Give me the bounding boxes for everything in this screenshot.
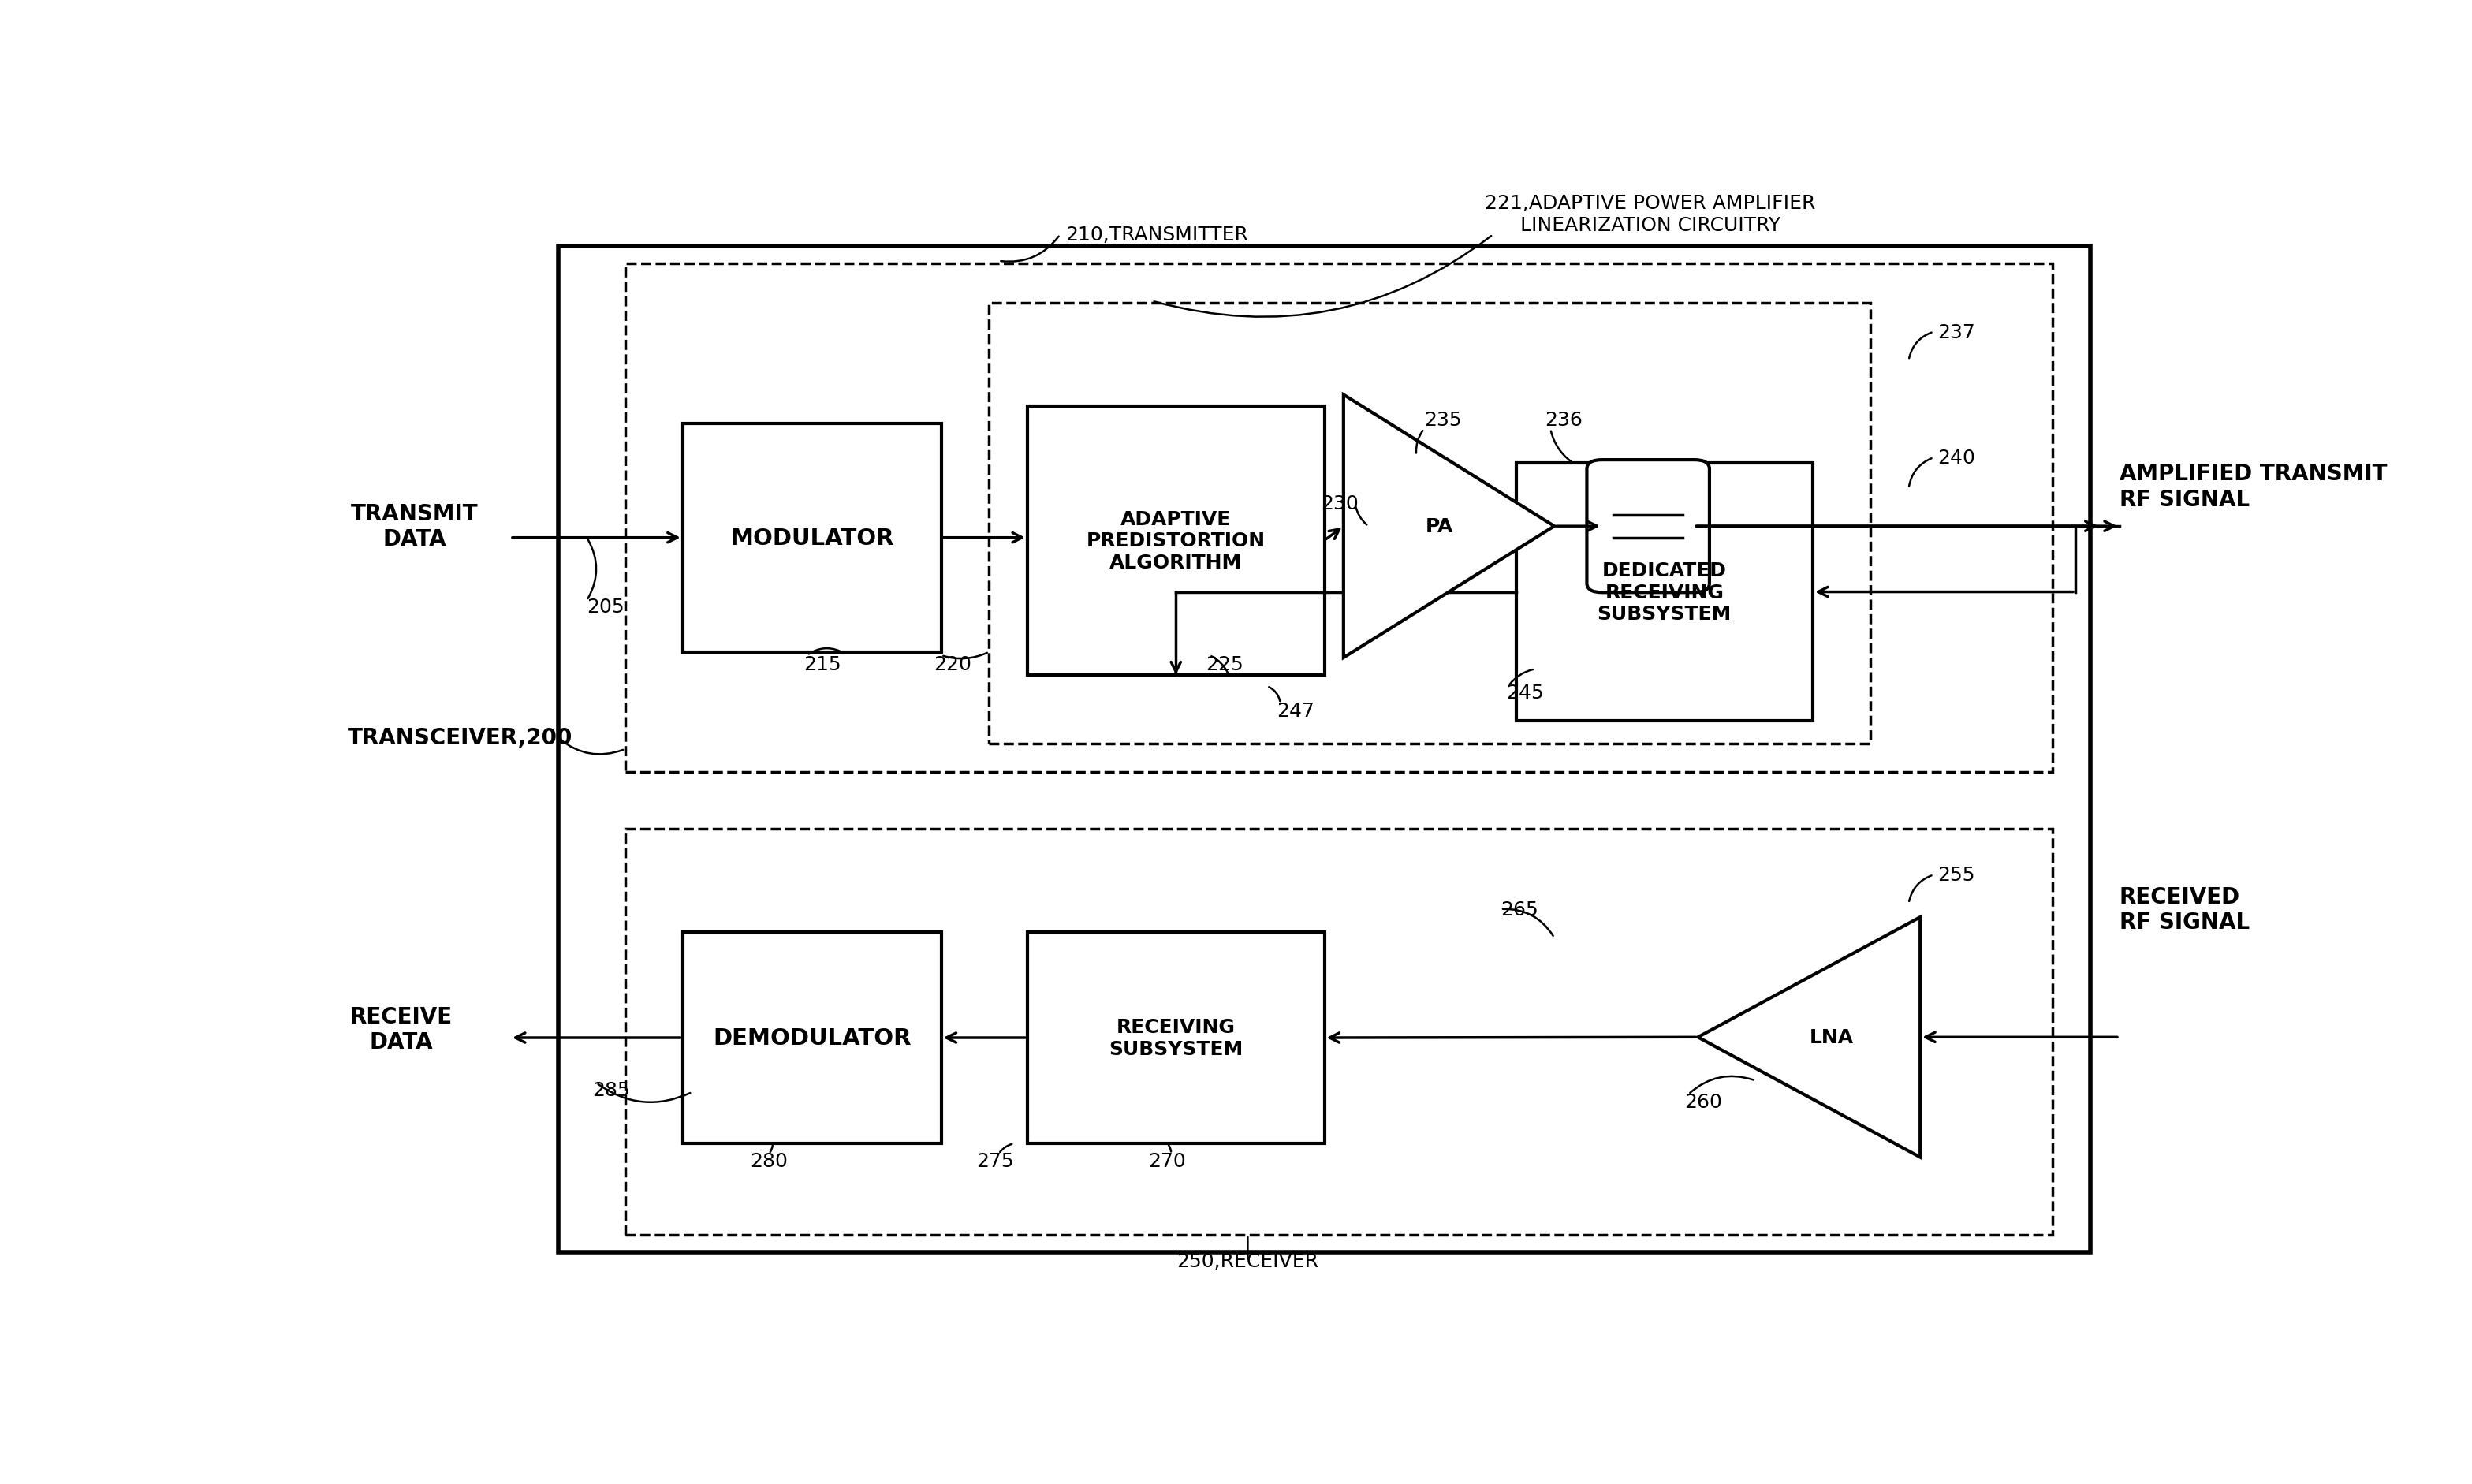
Text: RECEIVED
RF SIGNAL: RECEIVED RF SIGNAL [2119, 886, 2250, 933]
Text: 210,TRANSMITTER: 210,TRANSMITTER [1065, 226, 1248, 245]
Text: 230: 230 [1320, 494, 1360, 513]
Text: 205: 205 [586, 598, 625, 616]
Text: 265: 265 [1501, 899, 1538, 919]
Text: 275: 275 [976, 1152, 1014, 1171]
Bar [1515, 463, 1812, 721]
Bar [682, 424, 942, 653]
Text: 255: 255 [1938, 865, 1975, 884]
Text: 270: 270 [1149, 1152, 1187, 1171]
Bar [682, 932, 942, 1144]
Text: 245: 245 [1505, 683, 1545, 702]
Text: 220: 220 [934, 654, 971, 674]
Bar [1028, 407, 1325, 675]
Text: TRANSCEIVER,200: TRANSCEIVER,200 [346, 727, 574, 749]
Text: MODULATOR: MODULATOR [729, 527, 895, 549]
Text: DEDICATED
RECEIVING
SUBSYSTEM: DEDICATED RECEIVING SUBSYSTEM [1597, 561, 1730, 623]
Polygon shape [1698, 917, 1921, 1158]
Text: DEMODULATOR: DEMODULATOR [712, 1027, 912, 1049]
Text: AMPLIFIED TRANSMIT
RF SIGNAL: AMPLIFIED TRANSMIT RF SIGNAL [2119, 463, 2388, 510]
FancyBboxPatch shape [1587, 460, 1711, 594]
Bar [625, 264, 2052, 772]
Text: 236: 236 [1545, 411, 1582, 429]
Text: 285: 285 [593, 1080, 630, 1100]
Polygon shape [1342, 395, 1555, 657]
Text: PA: PA [1426, 516, 1454, 536]
Text: TRANSMIT
DATA: TRANSMIT DATA [351, 503, 477, 551]
Text: RECEIVING
SUBSYSTEM: RECEIVING SUBSYSTEM [1110, 1018, 1243, 1058]
Bar [625, 830, 2052, 1235]
Text: 235: 235 [1424, 411, 1461, 429]
Text: ADAPTIVE
PREDISTORTION
ALGORITHM: ADAPTIVE PREDISTORTION ALGORITHM [1085, 509, 1266, 573]
Text: 250,RECEIVER: 250,RECEIVER [1177, 1252, 1318, 1270]
Text: 215: 215 [803, 654, 840, 674]
Text: 280: 280 [749, 1152, 789, 1171]
Text: 247: 247 [1276, 702, 1315, 720]
Bar [559, 246, 2091, 1252]
Text: 225: 225 [1206, 654, 1243, 674]
Bar [989, 304, 1871, 743]
Bar [1028, 932, 1325, 1144]
Text: LNA: LNA [1810, 1028, 1854, 1046]
Text: 237: 237 [1938, 324, 1975, 341]
Text: 221,ADAPTIVE POWER AMPLIFIER
LINEARIZATION CIRCUITRY: 221,ADAPTIVE POWER AMPLIFIER LINEARIZATI… [1486, 194, 1814, 234]
Text: 240: 240 [1938, 448, 1975, 467]
Text: RECEIVE
DATA: RECEIVE DATA [349, 1006, 452, 1054]
Text: 260: 260 [1683, 1092, 1723, 1112]
